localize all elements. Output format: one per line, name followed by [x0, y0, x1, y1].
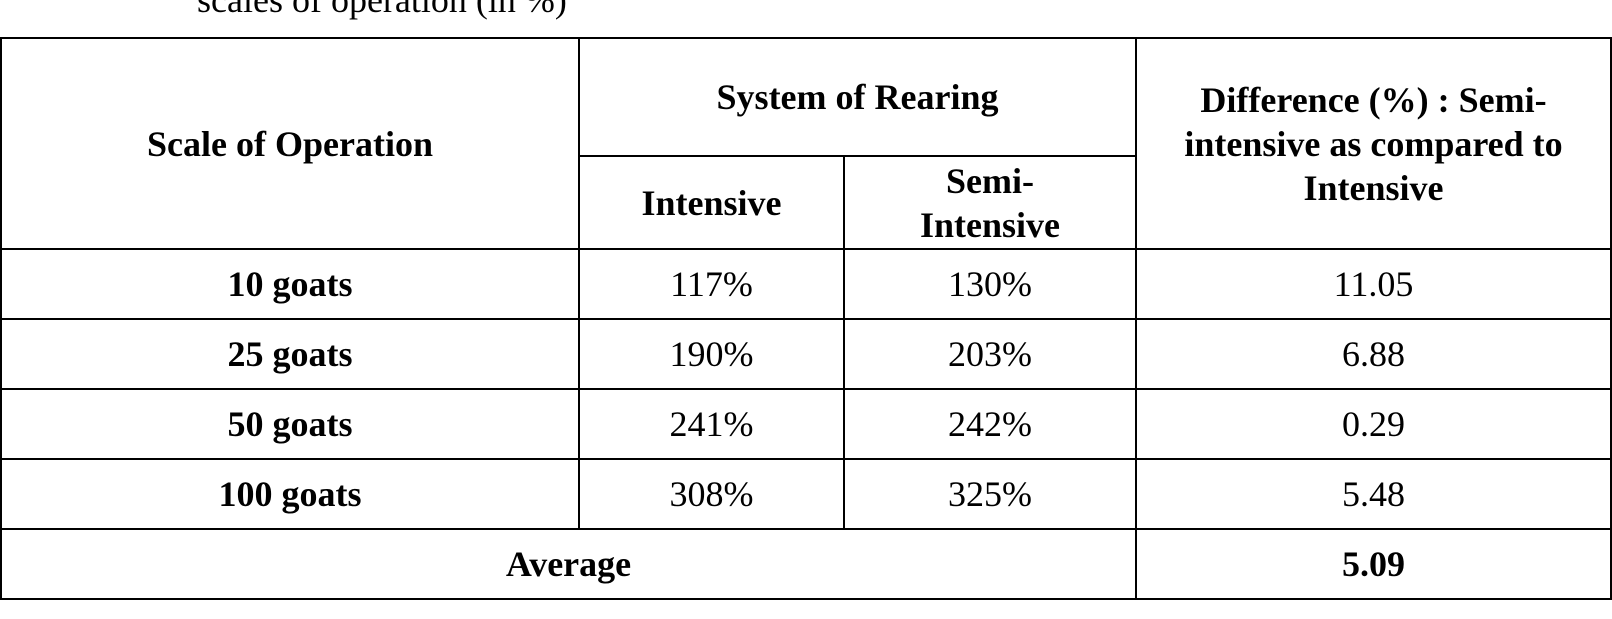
table-row: 25 goats 190% 203% 6.88 [0, 318, 1612, 390]
row-scale: 100 goats [0, 458, 580, 530]
row-difference: 6.88 [1135, 318, 1612, 390]
row-difference: 11.05 [1135, 248, 1612, 320]
table-row: 10 goats 117% 130% 11.05 [0, 248, 1612, 320]
row-semi-intensive: 242% [842, 388, 1138, 460]
header-intensive: Intensive [578, 155, 845, 250]
header-scale-of-operation: Scale of Operation [0, 37, 580, 250]
row-intensive: 117% [578, 248, 845, 320]
comparison-table: Scale of Operation System of Rearing Dif… [0, 37, 1612, 600]
header-row-2: Intensive Semi- Intensive [1, 155, 1611, 250]
row-scale: 10 goats [0, 248, 580, 320]
row-scale: 25 goats [0, 318, 580, 390]
row-intensive: 241% [578, 388, 845, 460]
row-difference: 0.29 [1135, 388, 1612, 460]
average-value: 5.09 [1135, 528, 1612, 600]
header-semi-intensive: Semi- Intensive [842, 155, 1138, 250]
header-row-1: Scale of Operation System of Rearing Dif… [0, 37, 1612, 250]
row-intensive: 190% [578, 318, 845, 390]
average-label: Average [0, 528, 1138, 600]
header-difference-line-1: Difference (%) : Semi- [1200, 79, 1547, 120]
row-semi-intensive: 325% [842, 458, 1138, 530]
header-system-of-rearing: System of Rearing [577, 37, 1138, 157]
row-semi-intensive: 130% [842, 248, 1138, 320]
header-semi-line-1: Semi- [946, 160, 1034, 201]
table-row: 100 goats 308% 325% 5.48 [0, 458, 1612, 530]
header-difference: Difference (%) : Semi- intensive as comp… [1135, 37, 1612, 250]
average-row: Average 5.09 [0, 528, 1612, 600]
row-semi-intensive: 203% [842, 318, 1138, 390]
table-caption: scales of operation (in %) [197, 0, 567, 20]
header-difference-line-2: intensive as compared to [1184, 123, 1563, 164]
header-semi-line-2: Intensive [920, 204, 1061, 245]
row-intensive: 308% [578, 458, 845, 530]
header-difference-line-3: Intensive [1303, 167, 1444, 208]
row-scale: 50 goats [0, 388, 580, 460]
row-difference: 5.48 [1135, 458, 1612, 530]
table-row: 50 goats 241% 242% 0.29 [0, 388, 1612, 460]
